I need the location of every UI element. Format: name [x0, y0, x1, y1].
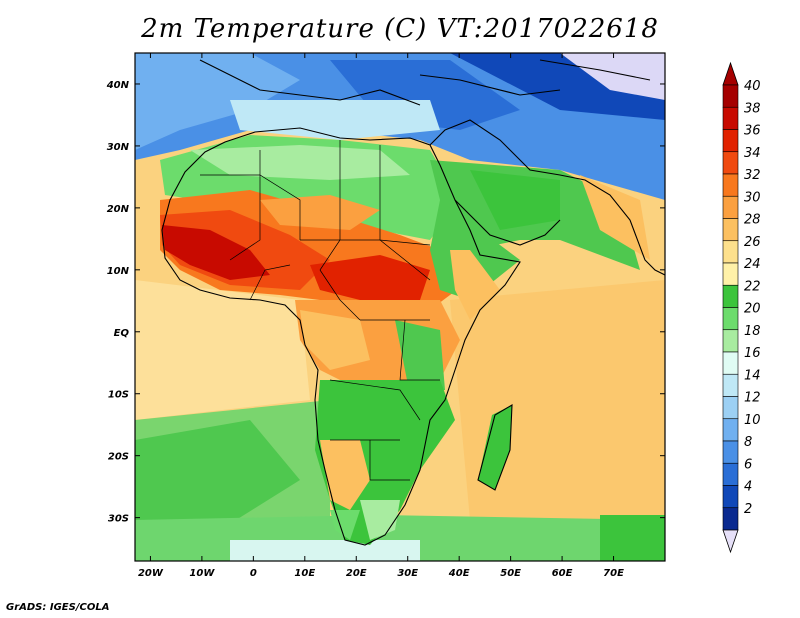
- colorbar-swatch: [722, 240, 739, 264]
- colorbar-label: 14: [744, 368, 761, 383]
- colorbar-swatch: [722, 440, 739, 464]
- lon-label: 60E: [552, 568, 573, 579]
- colorbar-label: 8: [744, 435, 752, 450]
- country-borders: [200, 140, 440, 481]
- colorbar-label: 20: [744, 302, 761, 317]
- colorbar-label: 12: [744, 391, 761, 406]
- colorbar-label: 32: [744, 168, 761, 183]
- lat-label: 10S: [108, 390, 129, 401]
- grads-credit: GrADS: IGES/COLA: [6, 602, 110, 613]
- colorbar-label: 4: [744, 480, 752, 495]
- colorbar-label: 2: [744, 502, 752, 517]
- lon-label: 50E: [500, 568, 521, 579]
- latitude-axis: 40N 30N 20N 10N EQ 10S 20S 30S: [106, 80, 665, 525]
- colorbar-label: 10: [744, 413, 761, 428]
- colorbar-swatch: [722, 262, 739, 286]
- lat-label: 30N: [107, 142, 130, 153]
- colorbar-swatch: [722, 195, 739, 219]
- colorbar-swatch: [722, 284, 739, 308]
- colorbar-label: 6: [744, 457, 752, 472]
- colorbar-swatch: [722, 418, 739, 442]
- colorbar-label: 22: [744, 279, 761, 294]
- colorbar: 40 38 36 34 32 30 28 26 24 22 20 18 16 14 12 10 8 6 4 2: [722, 61, 761, 554]
- lat-label: 10N: [107, 266, 130, 277]
- colorbar-swatch: [722, 329, 739, 353]
- colorbar-bottom-arrow: [722, 529, 739, 554]
- colorbar-swatch: [722, 351, 739, 375]
- lat-label: 40N: [106, 80, 130, 91]
- colorbar-swatch: [722, 462, 739, 486]
- colorbar-swatch: [722, 485, 739, 509]
- lat-label: 20S: [108, 452, 129, 463]
- lon-label: 10E: [294, 568, 315, 579]
- colorbar-label: 36: [744, 124, 761, 139]
- lon-label: 20E: [346, 568, 367, 579]
- colorbar-label: 30: [744, 190, 761, 205]
- colorbar-label: 24: [744, 257, 761, 272]
- lat-label: EQ: [114, 328, 130, 339]
- colorbar-label: 26: [744, 235, 761, 250]
- colorbar-swatch: [722, 507, 739, 531]
- colorbar-label: 40: [744, 79, 761, 94]
- map-title: 2m Temperature (C) VT:2017022618: [141, 14, 659, 44]
- lat-label: 30S: [108, 514, 129, 525]
- colorbar-swatch: [722, 151, 739, 175]
- plot-area: [135, 53, 665, 561]
- colorbar-swatch: [722, 396, 739, 420]
- map-frame: [134, 52, 666, 562]
- colorbar-swatch: [722, 173, 739, 197]
- colorbar-swatch: [722, 106, 739, 130]
- longitude-axis: 20W 10W 0 10E 20E 30E 40E 50E 60E 70E: [138, 53, 624, 579]
- colorbar-top-arrow: [722, 61, 739, 86]
- colorbar-swatch: [722, 373, 739, 397]
- colorbar-label: 16: [744, 346, 761, 361]
- lon-label: 40E: [448, 568, 470, 579]
- colorbar-label: 28: [744, 213, 761, 228]
- lon-label: 20W: [138, 568, 164, 579]
- colorbar-label: 34: [744, 146, 761, 161]
- colorbar-swatch: [722, 218, 739, 242]
- lat-label: 20N: [107, 204, 130, 215]
- lon-label: 0: [250, 568, 257, 579]
- colorbar-label: 18: [744, 324, 761, 339]
- lon-label: 70E: [603, 568, 624, 579]
- colorbar-swatch: [722, 84, 739, 108]
- lon-label: 10W: [189, 568, 215, 579]
- colorbar-label: 38: [744, 101, 761, 116]
- coastlines: [161, 59, 665, 546]
- colorbar-swatch: [722, 307, 739, 331]
- colorbar-swatch: [722, 129, 739, 153]
- lon-label: 30E: [397, 568, 418, 579]
